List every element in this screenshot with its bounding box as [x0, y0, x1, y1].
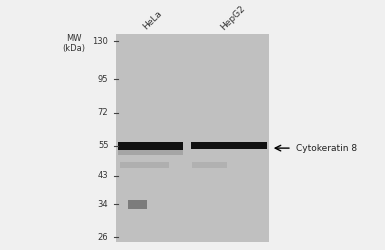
Text: 26: 26	[98, 232, 109, 241]
Text: 95: 95	[98, 75, 109, 84]
Text: 34: 34	[98, 200, 109, 209]
Bar	[116, 34, 269, 242]
Text: 55: 55	[98, 141, 109, 150]
Text: HepG2: HepG2	[219, 4, 248, 32]
Text: HeLa: HeLa	[141, 9, 164, 32]
Text: 43: 43	[98, 171, 109, 180]
Bar	[118, 142, 183, 150]
Text: 72: 72	[98, 108, 109, 118]
Bar	[191, 142, 267, 149]
Text: MW
(kDa): MW (kDa)	[62, 34, 85, 54]
Bar	[118, 150, 183, 156]
Bar	[127, 200, 147, 208]
Text: Cytokeratin 8: Cytokeratin 8	[296, 144, 357, 152]
Bar	[120, 162, 169, 168]
Bar	[192, 162, 227, 168]
Text: 130: 130	[92, 36, 109, 46]
